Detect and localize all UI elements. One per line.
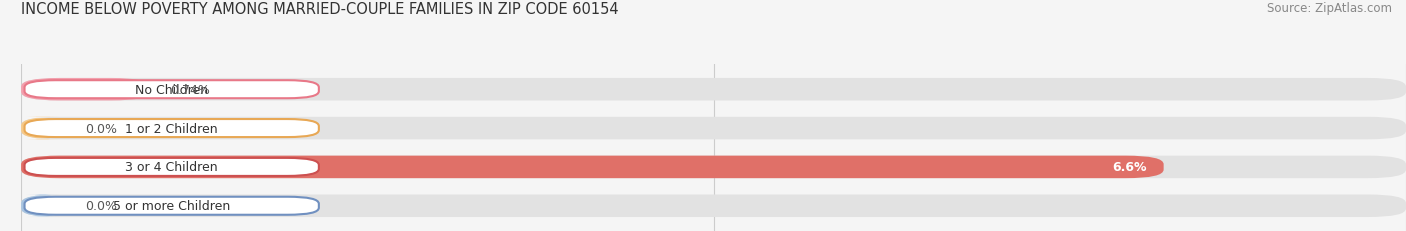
FancyBboxPatch shape bbox=[21, 117, 65, 140]
Text: 0.0%: 0.0% bbox=[86, 199, 117, 212]
FancyBboxPatch shape bbox=[21, 79, 1406, 101]
Text: INCOME BELOW POVERTY AMONG MARRIED-COUPLE FAMILIES IN ZIP CODE 60154: INCOME BELOW POVERTY AMONG MARRIED-COUPL… bbox=[21, 2, 619, 17]
FancyBboxPatch shape bbox=[21, 156, 1406, 178]
Text: 1 or 2 Children: 1 or 2 Children bbox=[125, 122, 218, 135]
FancyBboxPatch shape bbox=[21, 117, 1406, 140]
Text: 6.6%: 6.6% bbox=[1112, 161, 1146, 174]
FancyBboxPatch shape bbox=[24, 197, 319, 215]
FancyBboxPatch shape bbox=[21, 156, 1164, 178]
FancyBboxPatch shape bbox=[24, 119, 319, 137]
Text: Source: ZipAtlas.com: Source: ZipAtlas.com bbox=[1267, 2, 1392, 15]
Text: No Children: No Children bbox=[135, 83, 208, 96]
Text: 0.0%: 0.0% bbox=[86, 122, 117, 135]
Text: 0.74%: 0.74% bbox=[170, 83, 209, 96]
FancyBboxPatch shape bbox=[21, 195, 1406, 217]
Text: 5 or more Children: 5 or more Children bbox=[112, 199, 231, 212]
FancyBboxPatch shape bbox=[24, 81, 319, 99]
FancyBboxPatch shape bbox=[21, 79, 149, 101]
FancyBboxPatch shape bbox=[21, 195, 65, 217]
FancyBboxPatch shape bbox=[24, 158, 319, 176]
Text: 3 or 4 Children: 3 or 4 Children bbox=[125, 161, 218, 174]
